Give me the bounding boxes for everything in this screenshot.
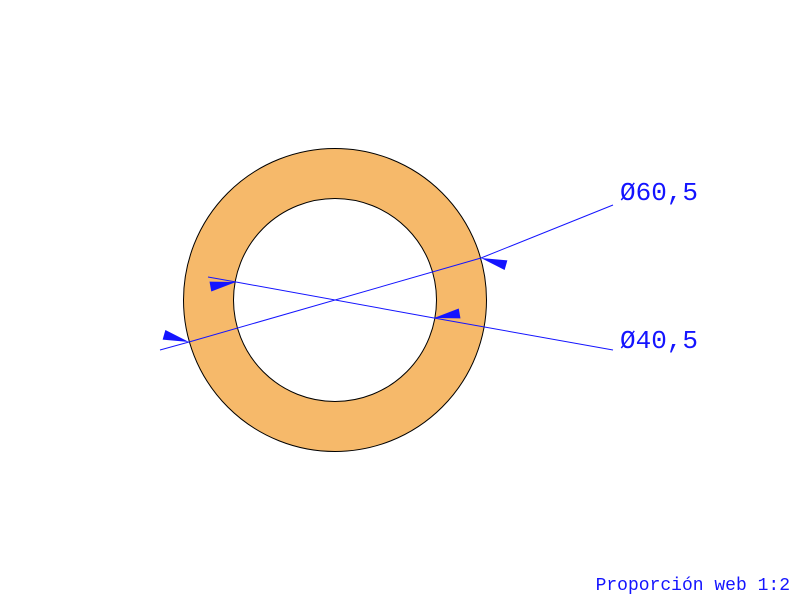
dim_outer-label: Ø60,5	[620, 178, 698, 208]
dim_outer-leader	[481, 205, 613, 258]
footer-text: Proporción web 1:2	[596, 576, 790, 596]
arrow-head	[481, 258, 507, 270]
dim_inner-label: Ø40,5	[620, 326, 698, 356]
arrow-head	[163, 330, 189, 342]
dim_outer-tail	[160, 342, 189, 350]
dim_inner-span	[236, 282, 434, 318]
